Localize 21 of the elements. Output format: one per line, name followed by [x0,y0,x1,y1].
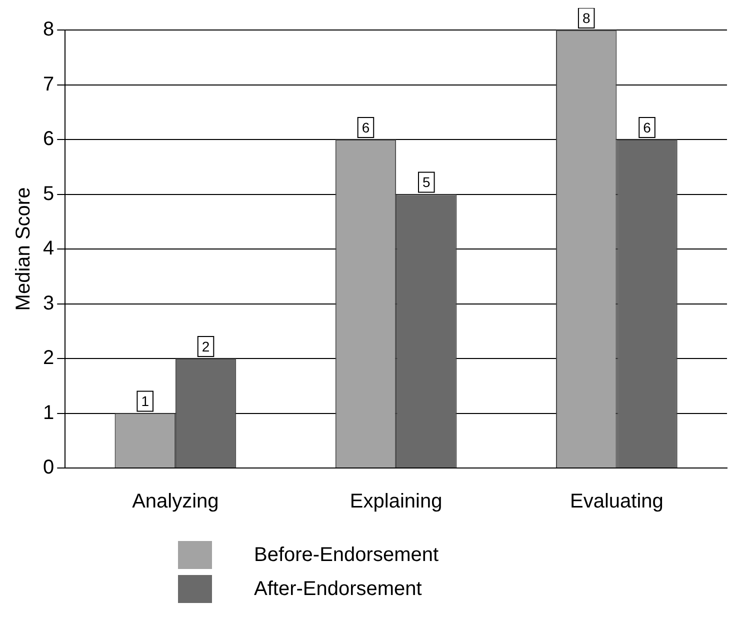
y-tick-label: 5 [43,182,54,205]
x-tick-label: Explaining [350,490,442,513]
y-tick-label: 4 [43,238,54,260]
y-tick-label: 0 [43,456,54,479]
data-label: 2 [202,338,210,354]
y-tick-label: 2 [43,347,54,370]
x-tick-label: Analyzing [132,490,219,513]
x-tick-label: Evaluating [570,490,664,513]
y-axis-title: Median Score [12,187,35,311]
y-tick-label: 8 [43,18,54,41]
data-label: 5 [422,174,430,190]
data-label: 6 [362,119,370,136]
legend-label: Before-Endorsement [254,544,439,566]
legend-label: After-Endorsement [254,578,422,600]
data-label: 8 [582,10,590,26]
y-tick-label: 6 [43,128,54,150]
y-tick-label: 3 [43,292,54,314]
y-tick-label: 7 [43,73,54,96]
data-label: 6 [643,119,652,136]
y-tick-label: 1 [43,402,54,424]
data-label: 1 [141,393,150,410]
